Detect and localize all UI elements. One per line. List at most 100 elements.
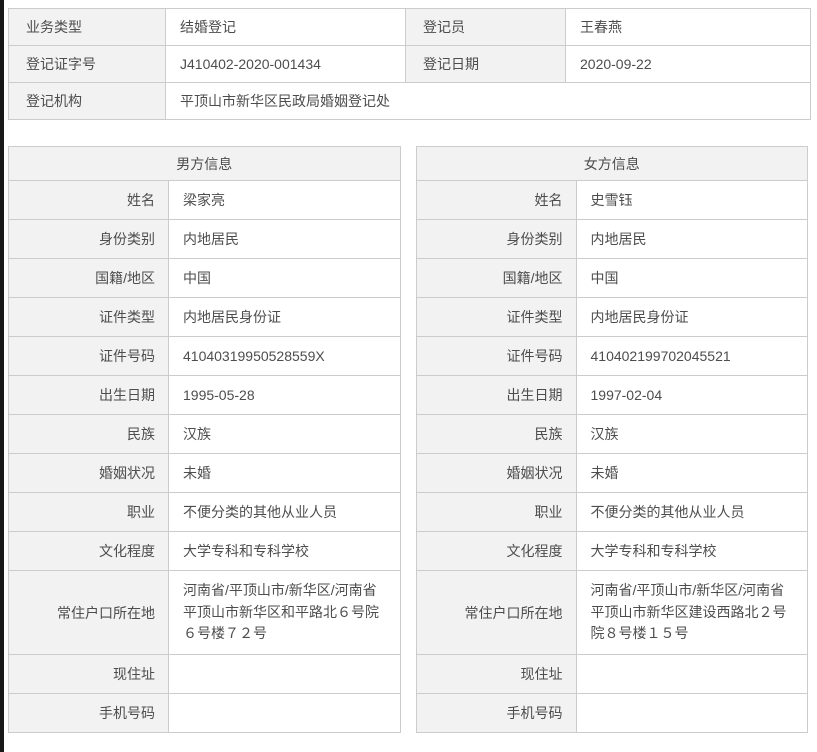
field-label: 身份类别 — [8, 219, 169, 259]
female-info-table: 女方信息 姓名 史雪钰 身份类别 内地居民 国籍/地区 中国 证件类型 内地居民身份证 证件号码… — [415, 146, 809, 734]
field-label: 现住址 — [8, 654, 169, 695]
field-value: 不便分类的其他从业人员 — [168, 492, 401, 532]
field-label: 姓名 — [8, 180, 169, 220]
field-value: 内地居民身份证 — [575, 297, 808, 337]
field-label: 手机号码 — [8, 693, 169, 734]
table-row: 证件号码 410402199702045521 — [415, 336, 808, 376]
table-row: 婚姻状况 未婚 — [415, 453, 808, 493]
table-title: 男方信息 — [8, 146, 401, 181]
record-content: 业务类型 结婚登记 登记员 王春燕 登记证字号 J410402-2020-001… — [8, 8, 811, 734]
field-label: 证件号码 — [415, 336, 577, 376]
table-row: 出生日期 1995-05-28 — [8, 375, 401, 415]
table-row: 文化程度 大学专科和专科学校 — [8, 531, 401, 571]
field-label: 姓名 — [415, 180, 577, 220]
table-row: 出生日期 1997-02-04 — [415, 375, 808, 415]
table-row: 登记证字号 J410402-2020-001434 登记日期 2020-09-2… — [8, 45, 811, 83]
field-value: 汉族 — [575, 414, 808, 454]
field-value: 结婚登记 — [165, 8, 406, 46]
field-value: 梁家亮 — [168, 180, 401, 220]
field-label: 证件类型 — [415, 297, 577, 337]
field-label: 常住户口所在地 — [8, 569, 169, 656]
field-label: 登记证字号 — [8, 45, 166, 83]
table-row: 婚姻状况 未婚 — [8, 453, 401, 493]
field-label: 国籍/地区 — [415, 258, 577, 298]
field-value: 41040319950528559X — [168, 336, 401, 376]
field-value: 1995-05-28 — [168, 375, 401, 415]
field-label: 职业 — [8, 492, 169, 532]
table-header-row: 女方信息 — [415, 146, 808, 181]
field-value: 未婚 — [168, 453, 401, 493]
field-label: 出生日期 — [8, 375, 169, 415]
field-value: 不便分类的其他从业人员 — [575, 492, 808, 532]
table-row: 现住址 — [415, 654, 808, 695]
field-label: 民族 — [415, 414, 577, 454]
window-left-edge — [0, 0, 4, 752]
table-row: 证件类型 内地居民身份证 — [8, 297, 401, 337]
person-tables-row: 男方信息 姓名 梁家亮 身份类别 内地居民 国籍/地区 中国 证件类型 内地居民身份证 证件号码… — [8, 146, 810, 734]
male-info-table: 男方信息 姓名 梁家亮 身份类别 内地居民 国籍/地区 中国 证件类型 内地居民身份证 证件号码… — [8, 146, 401, 734]
field-value: 大学专科和专科学校 — [575, 531, 808, 571]
field-value: 内地居民 — [575, 219, 808, 259]
field-label: 现住址 — [415, 654, 577, 695]
field-value: 1997-02-04 — [575, 375, 808, 415]
registration-summary-table: 业务类型 结婚登记 登记员 王春燕 登记证字号 J410402-2020-001… — [8, 8, 811, 120]
table-row: 证件类型 内地居民身份证 — [415, 297, 808, 337]
field-value: 河南省/平顶山市/新华区/河南省平顶山市新华区建设西路北２号院８号楼１５号 — [575, 569, 808, 656]
field-label: 登记日期 — [405, 45, 566, 83]
field-value: 内地居民 — [168, 219, 401, 259]
field-value: 410402199702045521 — [575, 336, 808, 376]
table-header-row: 男方信息 — [8, 146, 401, 181]
table-row: 姓名 梁家亮 — [8, 180, 401, 220]
table-row: 文化程度 大学专科和专科学校 — [415, 531, 808, 571]
field-label: 证件号码 — [8, 336, 169, 376]
table-row: 职业 不便分类的其他从业人员 — [8, 492, 401, 532]
field-label: 出生日期 — [415, 375, 577, 415]
field-label: 民族 — [8, 414, 169, 454]
field-label: 常住户口所在地 — [415, 569, 577, 656]
field-value: 河南省/平顶山市/新华区/河南省平顶山市新华区和平路北６号院６号楼７２号 — [168, 569, 401, 656]
field-value — [168, 693, 401, 734]
field-label: 国籍/地区 — [8, 258, 169, 298]
field-label: 登记员 — [405, 8, 566, 46]
table-row: 现住址 — [8, 654, 401, 695]
table-row: 国籍/地区 中国 — [8, 258, 401, 298]
table-row: 国籍/地区 中国 — [415, 258, 808, 298]
field-value: 中国 — [575, 258, 808, 298]
field-value: 内地居民身份证 — [168, 297, 401, 337]
field-label: 登记机构 — [8, 82, 166, 120]
table-row: 登记机构 平顶山市新华区民政局婚姻登记处 — [8, 82, 811, 120]
table-row: 民族 汉族 — [415, 414, 808, 454]
table-row: 民族 汉族 — [8, 414, 401, 454]
field-value: 未婚 — [575, 453, 808, 493]
field-value — [575, 693, 808, 734]
table-row: 证件号码 41040319950528559X — [8, 336, 401, 376]
table-row: 常住户口所在地 河南省/平顶山市/新华区/河南省平顶山市新华区建设西路北２号院８号… — [415, 569, 808, 656]
field-label: 婚姻状况 — [415, 453, 577, 493]
field-label: 证件类型 — [8, 297, 169, 337]
field-label: 文化程度 — [8, 531, 169, 571]
table-row: 身份类别 内地居民 — [8, 219, 401, 259]
table-row: 手机号码 — [8, 693, 401, 734]
table-title: 女方信息 — [415, 146, 808, 181]
field-value: 王春燕 — [565, 8, 811, 46]
field-label: 婚姻状况 — [8, 453, 169, 493]
table-row: 手机号码 — [415, 693, 808, 734]
field-label: 文化程度 — [415, 531, 577, 571]
field-label: 身份类别 — [415, 219, 577, 259]
field-value: J410402-2020-001434 — [165, 45, 406, 83]
field-value — [168, 654, 401, 695]
field-label: 职业 — [415, 492, 577, 532]
field-value: 史雪钰 — [575, 180, 808, 220]
table-row: 身份类别 内地居民 — [415, 219, 808, 259]
table-row: 常住户口所在地 河南省/平顶山市/新华区/河南省平顶山市新华区和平路北６号院６号楼… — [8, 569, 401, 656]
field-value: 2020-09-22 — [565, 45, 811, 83]
field-value: 中国 — [168, 258, 401, 298]
table-row: 业务类型 结婚登记 登记员 王春燕 — [8, 8, 811, 46]
field-value — [575, 654, 808, 695]
field-value: 平顶山市新华区民政局婚姻登记处 — [165, 82, 811, 120]
field-label: 业务类型 — [8, 8, 166, 46]
table-row: 姓名 史雪钰 — [415, 180, 808, 220]
table-row: 职业 不便分类的其他从业人员 — [415, 492, 808, 532]
field-value: 大学专科和专科学校 — [168, 531, 401, 571]
